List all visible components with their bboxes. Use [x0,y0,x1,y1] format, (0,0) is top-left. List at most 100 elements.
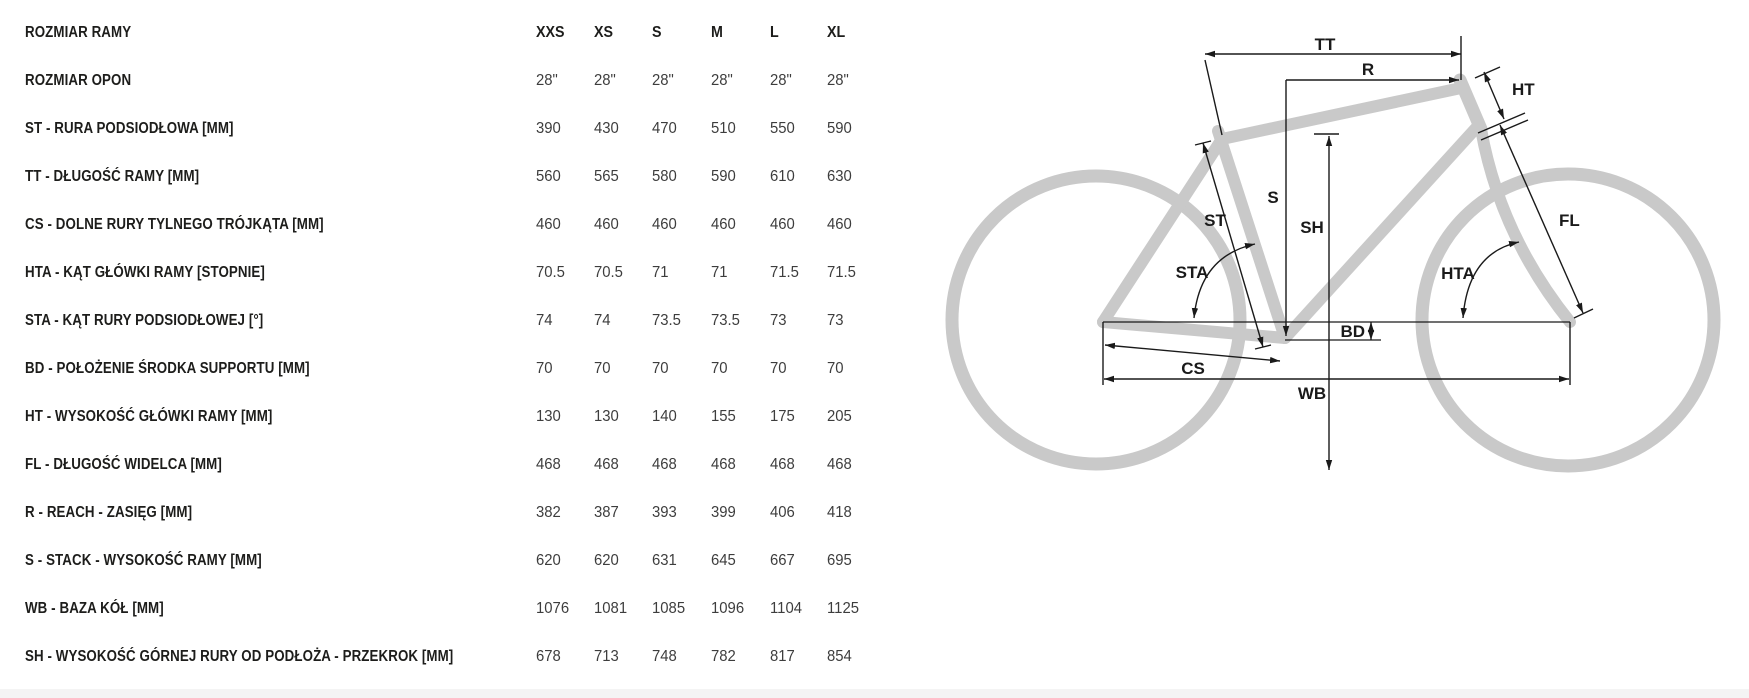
row-label: STA - KĄT RURY PODSIODŁOWEJ [°] [25,312,264,329]
cell-value: 460 [770,216,795,233]
cell-value: 71.5 [770,264,799,281]
row-label: TT - DŁUGOŚĆ RAMY [MM] [25,168,200,185]
tt-label: TT [1315,35,1336,54]
cell-value: 399 [711,504,736,521]
ht-label: HT [1512,80,1535,99]
cell-value: 468 [827,456,852,473]
table-row: HTA - KĄT GŁÓWKI RAMY [STOPNIE] 70.5 70.5… [25,249,885,297]
rear-wheel [945,169,1247,471]
table-row: TT - DŁUGOŚĆ RAMY [MM] 560 565 580 590 610 63… [25,153,885,201]
cell-value: 590 [711,168,736,185]
cell-value: 1085 [652,600,686,617]
cell-value: 70 [536,360,553,377]
column-header: XXS [536,24,565,41]
cell-value: 74 [536,312,553,329]
table-row: CS - DOLNE RURY TYLNEGO TRÓJKĄTA [MM] 46… [25,201,885,249]
cell-value: 695 [827,552,852,569]
table-row: R - REACH - ZASIĘG [MM] 382 387 393 399 406 4… [25,489,885,537]
cell-value: 28" [827,72,849,89]
cell-value: 510 [711,120,736,137]
table-row: ST - RURA PODSIODŁOWA [MM] 390 430 470 510 5… [25,105,885,153]
table-header-row: ROZMIAR RAMY XXS XS S M L XL [25,9,885,57]
bike-frame-silhouette [945,73,1721,473]
cell-value: 70 [770,360,787,377]
cell-value: 460 [827,216,852,233]
cell-value: 782 [711,648,736,665]
cell-value: 430 [594,120,619,137]
cell-value: 678 [536,648,561,665]
head-tube [1453,73,1488,136]
table-row: SH - WYSOKOŚĆ GÓRNEJ RURY OD PODŁOŻA - P… [25,633,885,681]
column-header: L [770,24,779,41]
table-row: BD - POŁOŻENIE ŚRODKA SUPPORTU [MM] 70 70… [25,345,885,393]
st-label: ST [1204,211,1226,230]
down-tube [1279,121,1483,344]
cell-value: 590 [827,120,852,137]
cell-value: 71.5 [827,264,856,281]
cell-value: 631 [652,552,677,569]
sta-label: STA [1176,263,1209,282]
cell-value: 28" [536,72,558,89]
cell-value: 73.5 [711,312,740,329]
bd-label: BD [1340,322,1365,341]
cell-value: 418 [827,504,852,521]
cell-value: 73 [770,312,787,329]
cell-value: 390 [536,120,561,137]
cs-dimension [1104,342,1281,364]
cell-value: 70 [711,360,728,377]
cell-value: 620 [594,552,619,569]
cell-value: 468 [536,456,561,473]
cell-value: 155 [711,408,736,425]
crown-tick-2 [1480,119,1529,141]
cell-value: 74 [594,312,611,329]
column-header: M [711,24,723,41]
cell-value: 71 [652,264,669,281]
cell-value: 73.5 [652,312,681,329]
cell-value: 610 [770,168,795,185]
cell-value: 70.5 [594,264,623,281]
cell-value: 748 [652,648,677,665]
cell-value: 140 [652,408,677,425]
cell-value: 460 [711,216,736,233]
cell-value: 1076 [536,600,570,617]
cell-value: 70 [827,360,844,377]
sh-label: SH [1300,218,1324,237]
cell-value: 28" [594,72,616,89]
table-row: FL - DŁUGOŚĆ WIDELCA [MM] 468 468 468 468 46… [25,441,885,489]
table-row: STA - KĄT RURY PODSIODŁOWEJ [°] 74 74 73.5… [25,297,885,345]
fl-label: FL [1559,211,1580,230]
hta-label: HTA [1441,264,1475,283]
table-row: ROZMIAR OPON 28" 28" 28" 28" 28" 28" [25,57,885,105]
row-label: HT - WYSOKOŚĆ GŁÓWKI RAMY [MM] [25,408,273,425]
table-row: S - STACK - WYSOKOŚĆ RAMY [MM] 620 620 631… [25,537,885,585]
cell-value: 470 [652,120,677,137]
cell-value: 1081 [594,600,628,617]
top-tube [1216,82,1467,145]
cell-value: 460 [594,216,619,233]
dimension-lines [1102,36,1594,470]
column-header: S [652,24,662,41]
cell-value: 560 [536,168,561,185]
cell-value: 175 [770,408,795,425]
cell-value: 620 [536,552,561,569]
column-header: XL [827,24,846,41]
dimension-labels: TT R HT ST S SH STA HTA FL BD CS WB [1176,35,1580,403]
cell-value: 854 [827,648,852,665]
cell-value: 580 [652,168,677,185]
row-label: CS - DOLNE RURY TYLNEGO TRÓJKĄTA [MM] [25,216,324,233]
cell-value: 468 [711,456,736,473]
row-label: HTA - KĄT GŁÓWKI RAMY [STOPNIE] [25,264,265,281]
cell-value: 565 [594,168,619,185]
row-label: BD - POŁOŻENIE ŚRODKA SUPPORTU [MM] [25,360,310,377]
cell-value: 1125 [827,600,860,617]
row-label: SH - WYSOKOŚĆ GÓRNEJ RURY OD PODŁOŻA - P… [25,648,454,665]
row-label: ROZMIAR OPON [25,72,132,89]
sta-angle-arc [1191,243,1256,319]
row-label: WB - BAZA KÓŁ [MM] [25,600,164,617]
fork-tube [1475,123,1576,328]
table-row: WB - BAZA KÓŁ [MM] 1076 1081 1085 1096 1104 1… [25,585,885,633]
cell-value: 393 [652,504,677,521]
cell-value: 205 [827,408,852,425]
cell-value: 817 [770,648,795,665]
